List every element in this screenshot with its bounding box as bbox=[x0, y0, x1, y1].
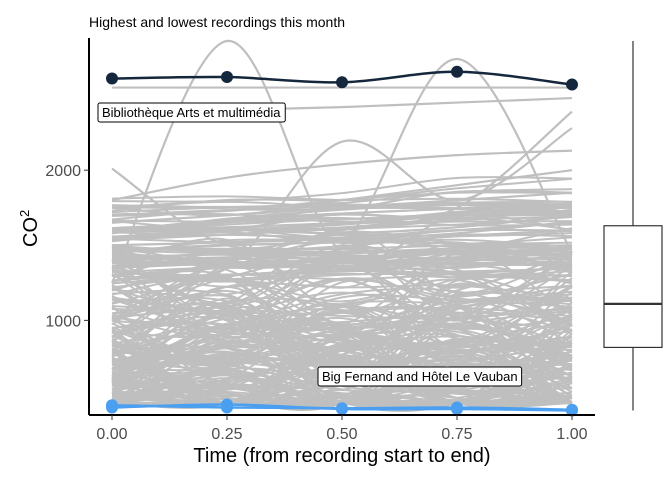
series-label-text: Bibliothèque Arts et multimédia bbox=[102, 105, 281, 120]
background-series-line bbox=[111, 254, 573, 341]
background-series-line bbox=[111, 214, 573, 239]
data-point-lowest bbox=[566, 403, 578, 416]
x-tick-label: 0.00 bbox=[96, 426, 127, 443]
y-axis-title-superscript: 2 bbox=[17, 210, 32, 217]
background-series-line bbox=[111, 169, 573, 217]
series-label-text: Big Fernand and Hôtel Le Vauban bbox=[322, 369, 518, 384]
background-series-line bbox=[111, 228, 573, 245]
y-tick-label: 2000 bbox=[45, 163, 81, 180]
background-series-line bbox=[111, 149, 573, 202]
y-ticks-group: 1000 2000 bbox=[45, 163, 89, 330]
series-label-box bbox=[317, 366, 523, 387]
background-series-line bbox=[111, 211, 573, 232]
x-ticks-group: 0.00 0.25 0.50 0.75 1.00 bbox=[96, 415, 588, 443]
background-series-line bbox=[111, 243, 573, 317]
background-series-line bbox=[111, 216, 573, 227]
background-series-line bbox=[111, 191, 573, 224]
boxplot-box bbox=[603, 225, 663, 349]
background-series-line bbox=[111, 221, 573, 247]
background-series-line bbox=[111, 205, 573, 236]
chart-title: Highest and lowest recordings this month bbox=[89, 14, 345, 30]
data-point-highest bbox=[451, 65, 463, 78]
data-point-lowest bbox=[106, 399, 118, 412]
data-point-lowest bbox=[221, 401, 233, 414]
series-label-box bbox=[97, 102, 286, 123]
background-series-line bbox=[111, 278, 573, 359]
background-series-line bbox=[111, 256, 573, 277]
series-label-lowest: Big Fernand and Hôtel Le Vauban bbox=[317, 366, 523, 387]
series-label-highest: Bibliothèque Arts et multimédia bbox=[97, 102, 286, 123]
background-series-line bbox=[111, 229, 573, 254]
x-tick-label: 0.75 bbox=[441, 426, 472, 443]
x-tick-label: 0.25 bbox=[211, 426, 242, 443]
x-tick-label: 1.00 bbox=[556, 426, 587, 443]
background-series-group bbox=[111, 39, 573, 412]
data-point-highest bbox=[221, 71, 233, 84]
background-series-line bbox=[111, 278, 573, 330]
background-series-line bbox=[111, 315, 573, 379]
background-series-line bbox=[111, 110, 573, 250]
background-series-line bbox=[111, 204, 573, 235]
boxplot bbox=[603, 41, 663, 411]
background-series-line bbox=[111, 253, 573, 335]
data-point-highest bbox=[566, 78, 578, 91]
x-axis-title: Time (from recording start to end) bbox=[193, 445, 490, 467]
data-point-highest bbox=[336, 76, 348, 89]
y-tick-label: 1000 bbox=[45, 313, 81, 330]
background-series-line bbox=[111, 267, 573, 346]
data-point-highest bbox=[106, 72, 118, 85]
background-series-line bbox=[111, 127, 573, 281]
x-tick-label: 0.50 bbox=[326, 426, 357, 443]
background-series-line bbox=[111, 296, 573, 359]
data-point-lowest bbox=[451, 401, 463, 414]
background-series-line bbox=[111, 176, 573, 203]
highlight-points-group bbox=[106, 65, 578, 417]
background-series-line bbox=[111, 287, 573, 350]
background-series-line bbox=[111, 244, 573, 262]
background-series-line bbox=[111, 263, 573, 347]
y-axis-title-base: CO bbox=[20, 217, 42, 247]
y-axis-title: CO2 bbox=[17, 210, 42, 247]
background-series-line bbox=[111, 303, 573, 400]
background-series-line bbox=[111, 188, 573, 210]
background-series-line bbox=[111, 264, 573, 281]
background-series-line bbox=[111, 295, 573, 400]
data-point-lowest bbox=[336, 402, 348, 415]
background-series-line bbox=[111, 247, 573, 269]
